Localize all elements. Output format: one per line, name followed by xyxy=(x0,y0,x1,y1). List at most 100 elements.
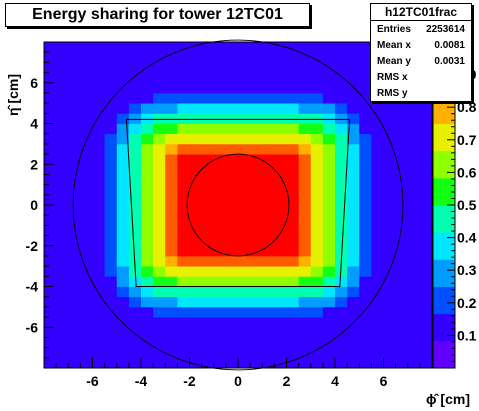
heatmap-cell xyxy=(44,113,57,124)
heatmap-cell xyxy=(238,245,251,257)
heatmap-cell xyxy=(225,133,239,145)
heatmap-cell xyxy=(128,225,142,236)
heatmap-cell xyxy=(347,296,360,308)
heatmap-cell xyxy=(165,92,178,104)
heatmap-cell xyxy=(238,123,251,135)
heatmap-cell xyxy=(104,357,118,369)
heatmap-cell xyxy=(116,52,130,63)
heatmap-cell xyxy=(116,337,130,349)
z-tick-label: 0.1 xyxy=(457,327,477,343)
heatmap-cell xyxy=(201,174,215,186)
heatmap-cell xyxy=(104,154,118,165)
heatmap-cell xyxy=(347,205,360,216)
heatmap-cell xyxy=(44,286,57,298)
heatmap-cell xyxy=(68,317,81,328)
heatmap-cell xyxy=(56,266,69,277)
heatmap-cell xyxy=(56,245,69,257)
outer-circle xyxy=(72,39,404,371)
heatmap-cell xyxy=(128,306,142,318)
heatmap-cell xyxy=(68,42,81,53)
heatmap-cell xyxy=(56,103,69,114)
heatmap-cell xyxy=(298,103,312,114)
heatmap-cell xyxy=(286,194,300,206)
heatmap-cell xyxy=(165,174,178,186)
heatmap-cell xyxy=(238,235,251,247)
heatmap-cell xyxy=(68,245,81,257)
heatmap-cell xyxy=(335,92,348,104)
heatmap-cell xyxy=(238,62,251,73)
heatmap-cell xyxy=(153,164,166,175)
heatmap-cell xyxy=(250,164,263,175)
heatmap-cell xyxy=(238,72,251,84)
heatmap-cell xyxy=(201,133,215,145)
heatmap-cell xyxy=(407,154,421,165)
heatmap-cell xyxy=(68,327,81,338)
heatmap-cell xyxy=(201,317,215,328)
heatmap-cell xyxy=(80,123,93,135)
heatmap-cell xyxy=(68,296,81,308)
heatmap-cell xyxy=(44,92,57,104)
heatmap-cell xyxy=(201,82,215,94)
heatmap-cell xyxy=(201,235,215,247)
heatmap-cell xyxy=(177,317,190,328)
heatmap-cell xyxy=(225,276,239,287)
heatmap-cell xyxy=(213,337,227,349)
heatmap-cell xyxy=(213,164,227,175)
color-palette xyxy=(432,41,456,369)
heatmap-cell xyxy=(44,62,57,73)
heatmap-cell xyxy=(56,317,69,328)
heatmap-cell xyxy=(189,235,203,247)
heatmap-cell xyxy=(165,286,178,298)
heatmap-cell xyxy=(56,52,69,63)
x-tick-label: 0 xyxy=(234,373,242,389)
heatmap-cell xyxy=(322,357,336,369)
heatmap-cell xyxy=(371,123,384,135)
heatmap-cell xyxy=(383,194,397,206)
heatmap-cell xyxy=(335,357,348,369)
heatmap-cell xyxy=(104,296,118,308)
heatmap-cell xyxy=(298,205,312,216)
heatmap-cell xyxy=(286,296,300,308)
heatmap-cell xyxy=(92,235,106,247)
heatmap-cell xyxy=(335,317,348,328)
heatmap-cell xyxy=(201,327,215,338)
heatmap-cell xyxy=(262,205,275,216)
heatmap-cell xyxy=(213,174,227,186)
heatmap-cell xyxy=(213,52,227,63)
heatmap-cell xyxy=(322,286,336,298)
heatmap-cell xyxy=(274,62,287,73)
heatmap-cell xyxy=(128,62,142,73)
heatmap-cell xyxy=(274,255,287,267)
heatmap-cell xyxy=(92,347,106,359)
heatmap-cell xyxy=(201,62,215,73)
heatmap-cell xyxy=(274,235,287,247)
heatmap-cell xyxy=(310,194,324,206)
heatmap-cell xyxy=(310,92,324,104)
heatmap-cell xyxy=(201,286,215,298)
heatmap-cell xyxy=(347,255,360,267)
heatmap-cell xyxy=(128,92,142,104)
heatmap-cell xyxy=(68,357,81,369)
heatmap-cell xyxy=(68,276,81,287)
heatmap-cell xyxy=(322,103,336,114)
heatmap-cell xyxy=(56,92,69,104)
heatmap-cell xyxy=(104,143,118,155)
heatmap-cell xyxy=(238,347,251,359)
heatmap-cell xyxy=(68,235,81,247)
heatmap-cell xyxy=(419,255,433,267)
heatmap-cell xyxy=(177,62,190,73)
heatmap-cell xyxy=(322,245,336,257)
heatmap-cell xyxy=(189,154,203,165)
heatmap-cell xyxy=(238,133,251,145)
heatmap-cell xyxy=(80,255,93,267)
heatmap-cell xyxy=(286,184,300,196)
heatmap-cell xyxy=(298,215,312,226)
heatmap-cell xyxy=(213,42,227,53)
heatmap-cell xyxy=(92,337,106,349)
heatmap-cell xyxy=(383,164,397,175)
heatmap-cell xyxy=(274,103,287,114)
heatmap-cell xyxy=(153,215,166,226)
heatmap-cell xyxy=(201,143,215,155)
y-axis-label: η̂ [cm] xyxy=(5,74,21,116)
heatmap-cell xyxy=(238,266,251,277)
